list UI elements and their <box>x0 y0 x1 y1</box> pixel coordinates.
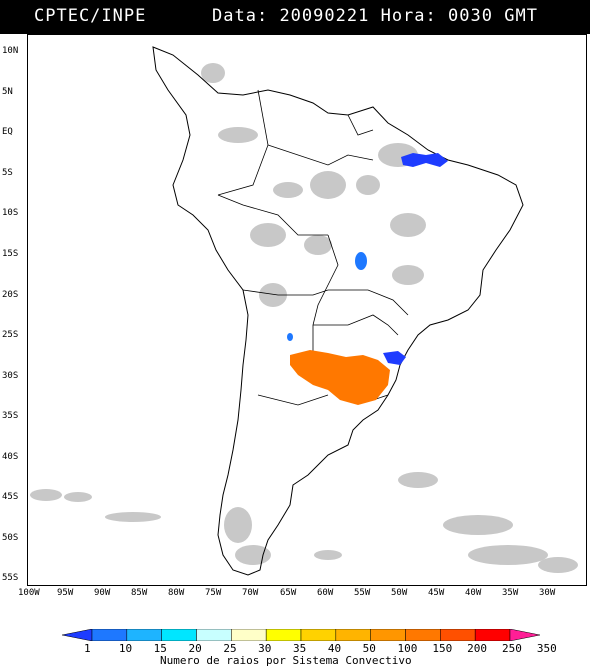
lat-label: 20S <box>2 290 19 300</box>
colorbar-cell <box>405 629 441 641</box>
colorbar-cell <box>300 629 337 641</box>
lon-label: 35W <box>502 588 519 598</box>
colorbar-cell <box>231 629 267 641</box>
colorbar <box>62 629 540 641</box>
lon-label: 30W <box>539 588 556 598</box>
colorbar-tick-label: 35 <box>293 642 307 655</box>
colorbar-cell <box>265 629 302 641</box>
time-value: 0030 <box>448 6 493 26</box>
lon-label: 95W <box>57 588 74 598</box>
colorbar-cells <box>62 629 540 641</box>
colorbar-cell <box>474 629 511 641</box>
hora-label: Hora: <box>380 6 437 26</box>
colorbar-tick-label: 20 <box>188 642 202 655</box>
colorbar-cell <box>335 629 371 641</box>
title-bar: CPTEC/INPE Data: 20090221 Hora: 0030 GMT <box>0 0 590 34</box>
colorbar-tick-label: 10 <box>118 642 133 655</box>
lat-label: 30S <box>2 371 19 381</box>
lon-label: 90W <box>94 588 111 598</box>
colorbar-tick-label: 30 <box>258 642 272 655</box>
lon-label: 80W <box>168 588 185 598</box>
colorbar-tick-label: 350 <box>536 642 557 655</box>
colorbar-tick-label: 150 <box>432 642 453 655</box>
lat-label: 10N <box>2 46 19 56</box>
lightning-cluster-central <box>355 252 367 270</box>
lon-label: 40W <box>465 588 482 598</box>
lat-label: 45S <box>2 492 19 502</box>
colorbar-title: Numero de raios por Sistema Convectivo <box>160 654 412 667</box>
data-label: Data: <box>212 6 269 26</box>
lat-label: 25S <box>2 330 19 340</box>
map-frame <box>27 34 587 586</box>
lightning-cluster-small <box>287 333 293 341</box>
colorbar-tick-label: 250 <box>502 642 522 655</box>
lon-label: 85W <box>131 588 148 598</box>
lon-label: 45W <box>428 588 445 598</box>
timezone-value: GMT <box>504 6 538 26</box>
colorbar-tick-label: 40 <box>327 642 342 655</box>
lat-label: 55S <box>2 573 19 583</box>
source-label: CPTEC/INPE <box>34 6 147 26</box>
lon-label: 70W <box>242 588 259 598</box>
colorbar-cell <box>161 629 197 641</box>
lightning-cluster-south-blue <box>383 351 406 365</box>
colorbar-tick-label: 15 <box>153 642 167 655</box>
colorbar-tick-label: 50 <box>362 642 376 655</box>
colorbar-cell <box>62 629 93 641</box>
lightning-cluster-south-orange <box>290 350 390 405</box>
colorbar-tick-label: 1 <box>84 642 91 655</box>
lon-label: 50W <box>391 588 408 598</box>
colorbar-cell <box>370 629 406 641</box>
lightning-cluster-north <box>401 153 448 167</box>
lon-label: 75W <box>205 588 222 598</box>
colorbar-cell <box>196 629 232 641</box>
lon-label: 60W <box>317 588 334 598</box>
lat-label: 5N <box>2 87 13 97</box>
lat-label: 10S <box>2 208 19 218</box>
lat-label: 35S <box>2 411 19 421</box>
lat-label: 5S <box>2 168 13 178</box>
date-value: 20090221 <box>279 6 370 26</box>
colorbar-cell <box>126 629 162 641</box>
colorbar-tick-label: 100 <box>397 642 418 655</box>
colorbar-cell <box>440 629 476 641</box>
colorbar-tick-label: 25 <box>223 642 237 655</box>
lat-label: 50S <box>2 533 19 543</box>
lightning-clusters <box>287 153 448 405</box>
colorbar-tick-label: 200 <box>467 642 488 655</box>
cloud-cover <box>30 63 578 573</box>
lat-label: EQ <box>2 127 13 137</box>
lat-label: 40S <box>2 452 19 462</box>
lat-label: 15S <box>2 249 19 259</box>
colorbar-cell <box>509 629 540 641</box>
map-svg <box>30 46 578 576</box>
lon-label: 55W <box>354 588 371 598</box>
continent-outline <box>152 46 524 576</box>
lon-label: 65W <box>280 588 297 598</box>
datetime-label: Data: 20090221 Hora: 0030 GMT <box>212 6 538 26</box>
lon-label: 100W <box>18 588 40 598</box>
colorbar-cell <box>91 629 128 641</box>
